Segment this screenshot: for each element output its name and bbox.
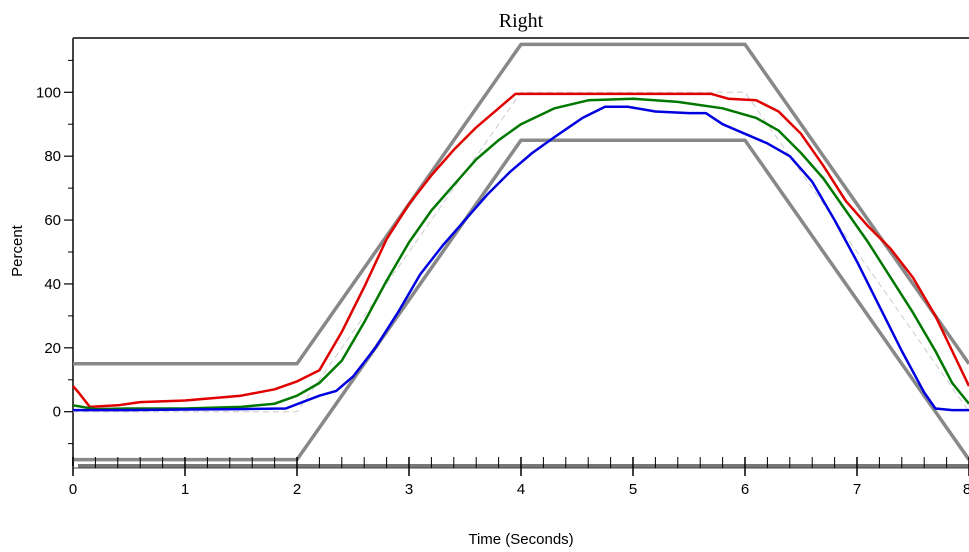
chart-title: Right [499, 10, 544, 32]
y-tick-label: 0 [53, 404, 61, 421]
series-line-3 [72, 92, 969, 409]
y-tick-label: 20 [44, 340, 61, 357]
x-tick-label: 2 [293, 481, 301, 498]
y-tick-label: 40 [44, 276, 61, 293]
plot-frame [72, 37, 969, 466]
series-line-5 [73, 105, 969, 412]
x-axis-rail [78, 464, 969, 468]
y-tick-label: 100 [36, 84, 61, 101]
x-tick-label: 3 [405, 481, 413, 498]
x-axis-label: Time (Seconds) [468, 531, 573, 548]
x-tick-label: 7 [853, 481, 861, 498]
y-axis-label: Percent [9, 224, 26, 277]
series-line-2 [73, 91, 969, 413]
x-tick-label: 1 [181, 481, 189, 498]
x-tick-label: 6 [741, 481, 749, 498]
y-tick-label: 60 [44, 212, 61, 229]
x-tick-label: 4 [517, 481, 525, 498]
x-tick-label: 0 [69, 481, 77, 498]
y-tick-label: 80 [44, 148, 61, 165]
x-tick-label: 5 [629, 481, 637, 498]
series-line-4 [72, 97, 969, 411]
series-line-1 [73, 138, 969, 462]
series-layer [72, 42, 969, 462]
x-tick-label: 8 [963, 481, 969, 498]
series-line-0 [73, 42, 969, 366]
